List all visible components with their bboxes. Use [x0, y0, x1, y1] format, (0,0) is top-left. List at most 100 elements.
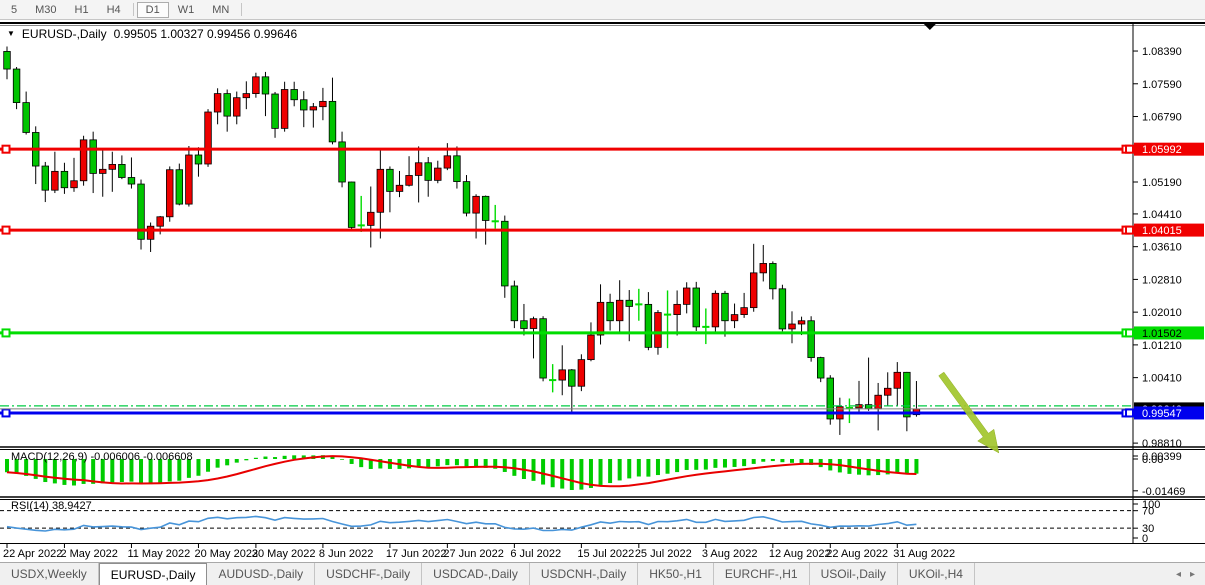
hline-price-label: [1134, 223, 1204, 237]
candle-body: [501, 220, 509, 287]
date-tick-label: 3 Aug 2022: [702, 548, 758, 560]
price-tick-label: 1.05190: [1142, 177, 1182, 189]
toolbar-separator: [132, 3, 134, 16]
svg-text:0.99547: 0.99547: [1142, 408, 1182, 420]
candle-body: [778, 288, 787, 330]
hline-handle[interactable]: [1, 144, 11, 154]
candle-body: [242, 93, 251, 99]
date-tick-label: 17 Jun 2022: [386, 548, 447, 560]
timeframe-toolbar: 5 M30 H1 H4 D1 W1 MN: [0, 0, 1205, 20]
chart-top-border: [0, 22, 1205, 24]
candle-body: [644, 303, 653, 348]
timeframe-button-h4[interactable]: H4: [106, 3, 121, 16]
candle-body: [558, 369, 566, 381]
candle-body: [204, 111, 212, 165]
candle-body: [577, 359, 586, 387]
candle-body: [405, 175, 413, 186]
candle-body: [615, 299, 624, 322]
price-tick-label: 1.06790: [1142, 112, 1182, 124]
tab-scroll-left-icon[interactable]: ◂: [1175, 568, 1181, 580]
rsi-axis-label: 100: [1142, 499, 1160, 511]
timeframe-button-5[interactable]: 5: [11, 3, 18, 16]
date-tick-label: 30 May 2022: [252, 548, 316, 560]
candle-body: [347, 181, 356, 228]
tab-scroll-right-icon[interactable]: ▸: [1189, 568, 1195, 580]
candle-body: [137, 183, 145, 240]
timeframe-button-h1[interactable]: H1: [74, 3, 89, 16]
candle-body: [213, 93, 222, 113]
date-tick-label: 25 Jul 2022: [635, 548, 692, 560]
chart-tab-usoil[interactable]: USOil-,Daily: [810, 563, 898, 585]
candle-body: [376, 168, 385, 213]
hline-handle[interactable]: [1, 328, 11, 338]
candle-body: [3, 51, 11, 70]
hline-handle[interactable]: [1125, 408, 1134, 418]
chart-tab-usdx[interactable]: USDX,Weekly: [0, 563, 99, 585]
chart-tab-hk50[interactable]: HK50-,H1: [638, 563, 714, 585]
timeframe-button-m30[interactable]: M30: [35, 3, 57, 16]
chart-tab-eurchf[interactable]: EURCHF-,H1: [714, 563, 810, 585]
date-tick-label: 12 Aug 2022: [769, 548, 831, 560]
candle-body: [338, 141, 346, 183]
candle-body: [673, 303, 681, 316]
candle-body: [692, 287, 700, 328]
date-tick-label: 2 May 2022: [60, 548, 117, 560]
rsi-pane: [0, 510, 1132, 532]
hline-price-label: [1134, 142, 1204, 156]
chart-tab-usdcad[interactable]: USDCAD-,Daily: [422, 563, 530, 585]
price-tick-label: 1.08390: [1142, 46, 1182, 58]
candle-body: [79, 139, 88, 182]
date-tick-label: 20 May 2022: [194, 548, 258, 560]
hline-handle[interactable]: [1, 225, 11, 235]
candle-body: [884, 387, 892, 396]
candle-body: [271, 93, 279, 129]
chart-tab-usdcnh[interactable]: USDCNH-,Daily: [530, 563, 639, 585]
date-tick-label: 6 Jul 2022: [510, 548, 561, 560]
candle-body: [721, 292, 729, 322]
rsi-indicator-label: RSI(14) 38.9427: [11, 500, 92, 512]
chart-tab-ukoil[interactable]: UKOil-,H4: [898, 563, 975, 585]
candle-body: [367, 211, 375, 226]
candle-body: [41, 165, 49, 191]
date-tick-label: 11 May 2022: [127, 548, 190, 560]
candle-body: [309, 106, 318, 111]
candle-body: [22, 102, 30, 133]
price-tick-label: 1.01210: [1142, 340, 1182, 352]
candle-body: [903, 371, 911, 418]
price-axis[interactable]: 1.08390 1.07590 1.06790 1.05190 1.04410 1.036…: [1125, 24, 1204, 545]
price-tick-label: 1.07590: [1142, 79, 1182, 91]
price-tick-label: 1.02810: [1142, 274, 1182, 286]
macd-axis-label: 0.00399: [1142, 451, 1182, 463]
timeframe-button-w1[interactable]: W1: [177, 3, 195, 16]
timeframe-button-d1[interactable]: D1: [136, 1, 169, 18]
hline-handle[interactable]: [1125, 144, 1134, 154]
date-tick-label: 8 Jun 2022: [319, 548, 373, 560]
candle-body: [395, 184, 404, 192]
candle-body: [108, 164, 117, 170]
candle-body: [682, 287, 691, 305]
candle-body: [223, 93, 231, 117]
candle-body: [12, 68, 21, 104]
candle-body: [740, 307, 748, 316]
candle-body: [328, 100, 337, 143]
candle-body: [807, 320, 815, 358]
candle-body: [874, 394, 882, 410]
chart-tab-audusd[interactable]: AUDUSD-,Daily: [207, 563, 316, 585]
timeframe-button-mn[interactable]: MN: [212, 3, 230, 16]
hline-handle[interactable]: [1125, 225, 1134, 235]
toolbar-separator: [241, 3, 243, 16]
candle-body: [606, 301, 614, 322]
price-tick-label: 1.00410: [1142, 373, 1182, 385]
hline-handle[interactable]: [1125, 328, 1134, 338]
chart-menu-icon[interactable]: ▼: [7, 29, 15, 38]
trend-arrow-annotation[interactable]: [938, 371, 1000, 454]
chart-tab-eurusd[interactable]: EURUSD-,Daily: [98, 563, 208, 585]
rsi-line: [6, 515, 917, 532]
candle-body: [596, 301, 605, 336]
chart-tab-usdchf[interactable]: USDCHF-,Daily: [315, 563, 423, 585]
chart-tab-bar: USDX,Weekly EURUSD-,Daily AUDUSD-,Daily USD…: [0, 562, 1205, 585]
svg-text:1.01502: 1.01502: [1142, 328, 1182, 340]
hline-handle[interactable]: [1, 408, 11, 418]
